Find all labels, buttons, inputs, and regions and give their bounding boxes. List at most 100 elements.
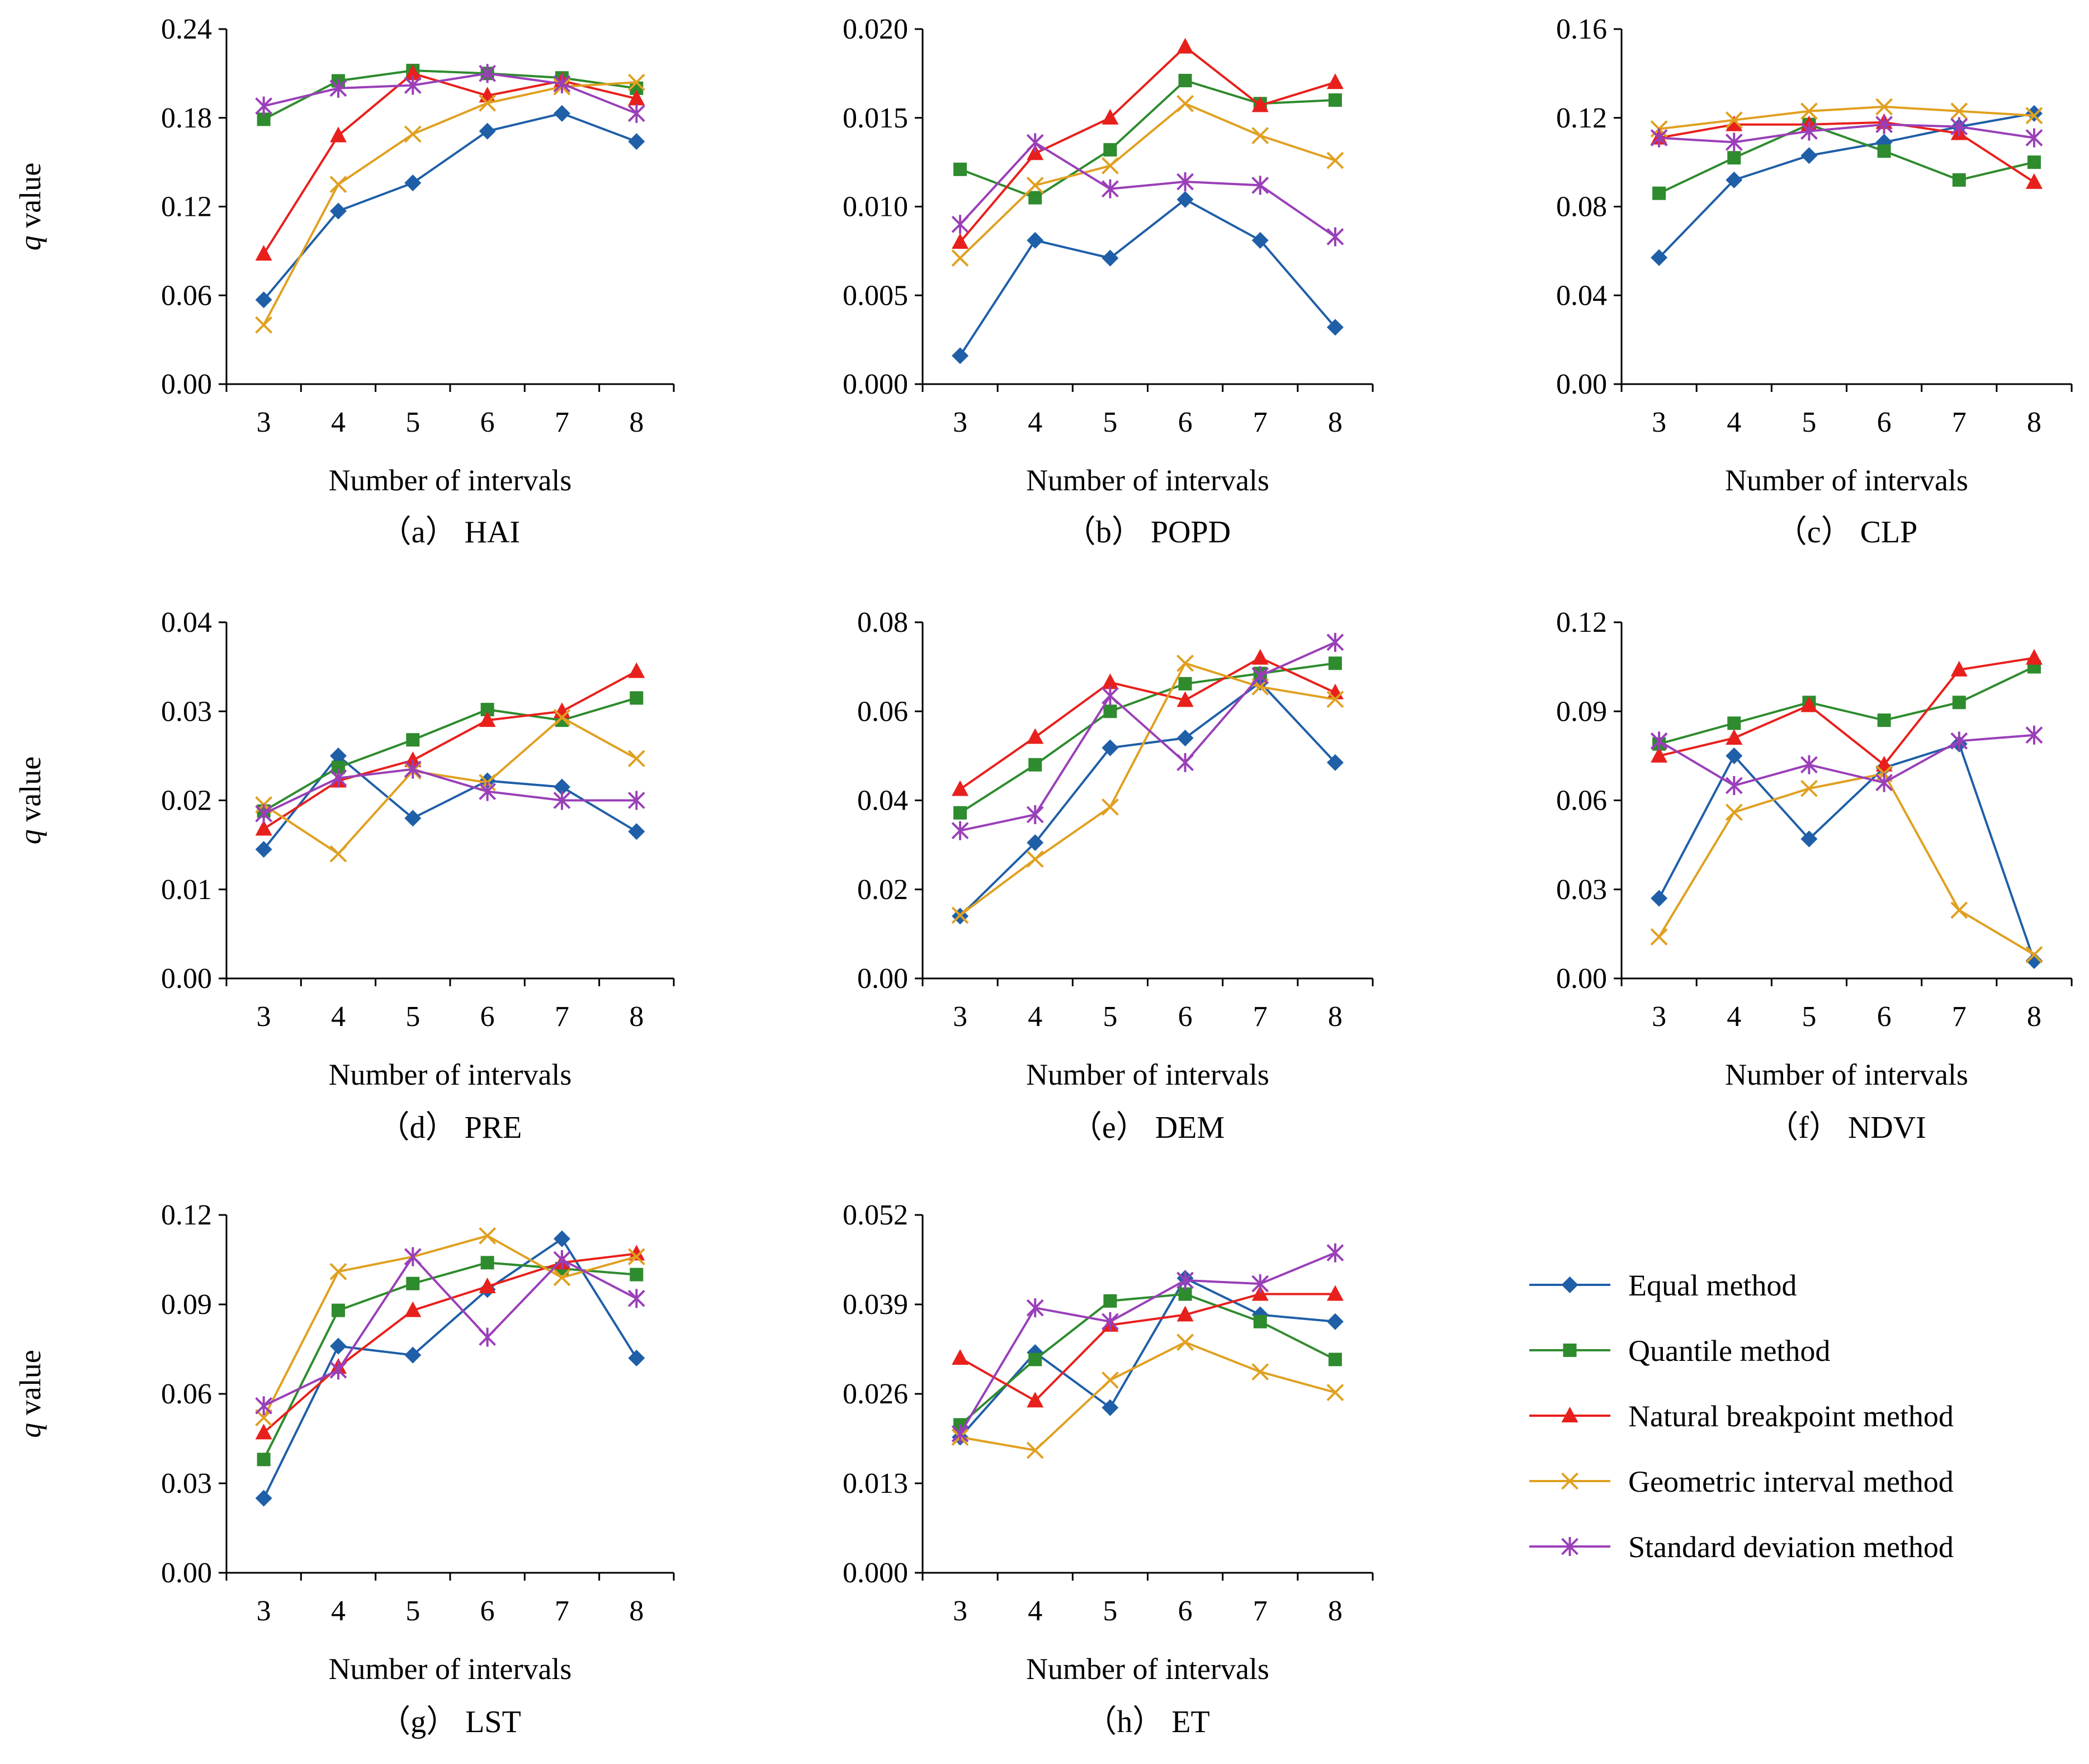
data-point-natural-breakpoint-method [404, 1301, 422, 1317]
legend-item-natural: Natural breakpoint method [1529, 1399, 1954, 1433]
legend-label: Equal method [1628, 1269, 1797, 1302]
y-tick-label: 0.020 [843, 13, 908, 45]
data-point-natural-breakpoint-method [1027, 144, 1044, 160]
data-point-standard-deviation-method [1650, 128, 1668, 148]
data-point-geometric-interval-method [627, 73, 645, 91]
data-point-standard-deviation-method [1950, 117, 1968, 136]
x-axis-title: Number of intervals [1026, 1058, 1269, 1091]
data-point-natural-breakpoint-method [404, 64, 422, 81]
series-line-geometric-interval-method [263, 716, 637, 855]
data-point-equal-method [1027, 231, 1044, 249]
data-point-quantile-method [257, 1453, 271, 1467]
data-point-standard-deviation-method [1176, 753, 1194, 772]
series-line-standard-deviation-method [959, 141, 1336, 238]
data-point-standard-deviation-method [1102, 1312, 1119, 1331]
y-tick-label: 0.00 [161, 1557, 212, 1589]
legend-label: Geometric interval method [1628, 1465, 1954, 1498]
series-line-standard-deviation-method [263, 72, 637, 115]
data-point-geometric-interval-method [1176, 94, 1194, 112]
series-line-quantile-method [959, 1293, 1336, 1426]
data-point-equal-method [1800, 830, 1818, 848]
data-point-geometric-interval-method [1176, 1333, 1194, 1351]
data-point-quantile-method [1877, 713, 1891, 727]
data-point-geometric-interval-method [2025, 946, 2043, 963]
legend-label: Natural breakpoint method [1628, 1399, 1954, 1433]
x-axis-title: Number of intervals [329, 464, 572, 497]
x-tick-label: 7 [555, 1001, 569, 1033]
data-point-geometric-interval-method [1026, 850, 1044, 868]
data-point-geometric-interval-method [1725, 803, 1743, 821]
data-point-quantile-method [1727, 716, 1741, 730]
data-point-geometric-interval-method [1875, 98, 1893, 116]
series-line-natural-breakpoint-method [263, 72, 637, 255]
panel-caption: （e） DEM [1071, 1110, 1225, 1145]
x-tick-label: 5 [1802, 1001, 1816, 1033]
x-tick-label: 7 [1253, 1595, 1268, 1627]
y-tick-label: 0.00 [161, 368, 212, 400]
data-point-equal-method [1102, 249, 1119, 267]
data-point-quantile-method [1178, 74, 1192, 88]
y-tick-label: 0.02 [161, 785, 212, 817]
data-point-standard-deviation-method [479, 64, 497, 83]
x-tick-label: 6 [1877, 1001, 1892, 1033]
panel-caption: （a） HAI [380, 515, 520, 550]
data-point-geometric-interval-method [1950, 102, 1968, 120]
y-tick-label: 0.06 [161, 280, 212, 311]
x-tick-label: 3 [257, 1001, 271, 1033]
data-point-natural-breakpoint-method [1102, 673, 1119, 689]
data-point-geometric-interval-method [404, 125, 422, 143]
x-tick-label: 4 [1028, 406, 1042, 438]
data-point-standard-deviation-method [1800, 755, 1818, 774]
y-tick-label: 0.03 [161, 1468, 212, 1500]
data-point-natural-breakpoint-method [1875, 755, 1893, 772]
data-point-quantile-method [630, 691, 644, 705]
data-point-natural-breakpoint-method [1726, 115, 1743, 131]
x-tick-label: 5 [405, 1595, 420, 1627]
x-tick-label: 4 [1727, 1001, 1741, 1033]
data-point-standard-deviation-method [1725, 133, 1743, 152]
x-tick-label: 6 [480, 406, 495, 438]
data-point-standard-deviation-method [627, 791, 645, 810]
data-point-natural-breakpoint-method [330, 126, 347, 143]
data-point-equal-method [404, 810, 422, 827]
data-point-natural-breakpoint-method [952, 233, 969, 249]
legend-item-quantile: Quantile method [1529, 1334, 1830, 1368]
x-axis-title: Number of intervals [1026, 1652, 1269, 1686]
legend-item-stddev: Standard deviation method [1529, 1530, 1954, 1564]
data-point-quantile-method [1253, 1314, 1267, 1328]
data-point-equal-method [479, 772, 496, 789]
series-line-geometric-interval-method [262, 1235, 637, 1418]
data-point-standard-deviation-method [1950, 731, 1968, 751]
data-point-equal-method [330, 747, 347, 764]
data-point-quantile-method [630, 1268, 644, 1281]
x-tick-label: 3 [953, 406, 967, 438]
data-point-quantile-method [1727, 151, 1741, 165]
y-tick-label: 0.04 [1556, 280, 1607, 311]
y-tick-label: 0.06 [161, 1378, 212, 1410]
data-point-standard-deviation-method [553, 791, 571, 810]
series-line-quantile-method [262, 1261, 637, 1460]
x-tick-label: 8 [629, 1595, 644, 1627]
series-line-natural-breakpoint-method [959, 656, 1336, 791]
y-tick-label: 0.005 [843, 280, 908, 311]
data-point-equal-method [1326, 1313, 1344, 1330]
data-point-equal-method [404, 1346, 422, 1364]
legend-marker [1561, 1407, 1578, 1422]
x-tick-label: 5 [1103, 406, 1117, 438]
data-point-natural-breakpoint-method [2025, 173, 2043, 189]
panel-caption: （h） ET [1085, 1705, 1209, 1739]
y-tick-label: 0.00 [161, 963, 212, 995]
series-line-natural-breakpoint-method [1658, 121, 2035, 183]
data-point-natural-breakpoint-method [1326, 683, 1344, 699]
x-tick-label: 6 [1877, 406, 1892, 438]
y-tick-label: 0.06 [857, 696, 908, 727]
data-point-standard-deviation-method [1326, 632, 1344, 652]
x-tick-label: 4 [1028, 1001, 1042, 1033]
data-point-geometric-interval-method [627, 1248, 645, 1266]
data-point-quantile-method [406, 733, 420, 747]
data-point-standard-deviation-method [1326, 1243, 1344, 1262]
x-tick-label: 4 [331, 406, 346, 438]
data-point-standard-deviation-method [329, 78, 347, 98]
data-point-standard-deviation-method [1102, 686, 1119, 706]
data-point-geometric-interval-method [627, 750, 645, 768]
